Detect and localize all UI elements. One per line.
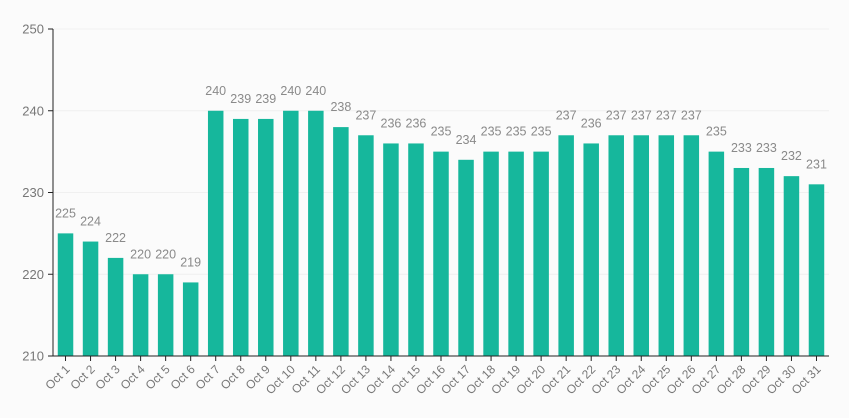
data-label: 234 xyxy=(456,133,477,147)
bar xyxy=(758,167,775,356)
bar xyxy=(608,135,624,356)
x-tick-label: Oct 1 xyxy=(42,362,72,392)
data-label: 240 xyxy=(280,84,301,98)
data-label: 222 xyxy=(105,231,126,245)
data-label: 232 xyxy=(781,149,802,163)
bar xyxy=(458,159,474,356)
data-label: 240 xyxy=(305,84,326,98)
data-label: 237 xyxy=(556,108,577,122)
bar xyxy=(207,110,224,356)
x-tick-label: Oct 8 xyxy=(218,362,248,392)
bar xyxy=(708,151,725,356)
y-tick-label: 230 xyxy=(22,185,44,200)
bar xyxy=(132,274,149,356)
x-tick-label: Oct 7 xyxy=(193,362,223,392)
data-label: 236 xyxy=(406,116,427,130)
bar xyxy=(283,110,299,356)
bar xyxy=(408,143,424,356)
data-label: 237 xyxy=(606,108,627,122)
x-tick-label: Oct 5 xyxy=(143,362,173,392)
bar xyxy=(733,167,750,356)
data-label: 237 xyxy=(656,108,677,122)
bars xyxy=(57,110,825,356)
data-label: 224 xyxy=(80,215,101,229)
data-label: 235 xyxy=(431,125,452,139)
data-label: 235 xyxy=(706,125,727,139)
bar xyxy=(57,233,74,356)
y-tick-label: 240 xyxy=(22,103,44,118)
data-label: 236 xyxy=(381,116,402,130)
data-labels: 225 224 222 220 220 219 240 239 239 240 240 238 237 2… xyxy=(55,84,827,270)
data-label: 235 xyxy=(481,125,502,139)
y-tick-label: 250 xyxy=(22,22,44,37)
bar xyxy=(483,151,499,356)
bar xyxy=(232,118,249,356)
bar xyxy=(308,110,324,356)
bar xyxy=(558,135,574,356)
bar xyxy=(433,151,449,356)
bar xyxy=(583,143,599,356)
bar xyxy=(182,282,199,356)
bar xyxy=(157,274,174,356)
data-label: 239 xyxy=(230,92,251,106)
data-label: 235 xyxy=(506,125,527,139)
x-tick-label: Oct 31 xyxy=(789,362,824,397)
bar xyxy=(683,135,700,356)
data-label: 238 xyxy=(330,100,351,114)
bar xyxy=(82,241,99,356)
data-label: 219 xyxy=(180,255,201,269)
data-label: 220 xyxy=(130,247,151,261)
bar xyxy=(258,118,274,356)
bar xyxy=(107,257,124,356)
data-label: 231 xyxy=(806,157,827,171)
bar xyxy=(658,135,675,356)
data-label: 239 xyxy=(255,92,276,106)
data-label: 235 xyxy=(531,125,552,139)
data-label: 237 xyxy=(681,108,702,122)
data-label: 237 xyxy=(355,108,376,122)
x-tick-label: Oct 4 xyxy=(118,362,148,392)
data-label: 233 xyxy=(756,141,777,155)
x-tick-label: Oct 2 xyxy=(67,362,97,392)
data-label: 236 xyxy=(581,116,602,130)
x-tick-label: Oct 6 xyxy=(168,362,198,392)
bar xyxy=(633,135,650,356)
bar xyxy=(358,135,374,356)
data-label: 233 xyxy=(731,141,752,155)
data-label: 220 xyxy=(155,247,176,261)
data-label: 237 xyxy=(631,108,652,122)
y-tick-label: 210 xyxy=(22,349,44,364)
bar xyxy=(783,176,800,356)
data-label: 240 xyxy=(205,84,226,98)
bar xyxy=(533,151,549,356)
bar xyxy=(333,127,349,356)
bar xyxy=(808,184,825,356)
data-label: 225 xyxy=(55,206,76,220)
x-tick-label: Oct 3 xyxy=(93,362,123,392)
bar xyxy=(508,151,524,356)
y-tick-label: 220 xyxy=(22,267,44,282)
bar xyxy=(383,143,399,356)
